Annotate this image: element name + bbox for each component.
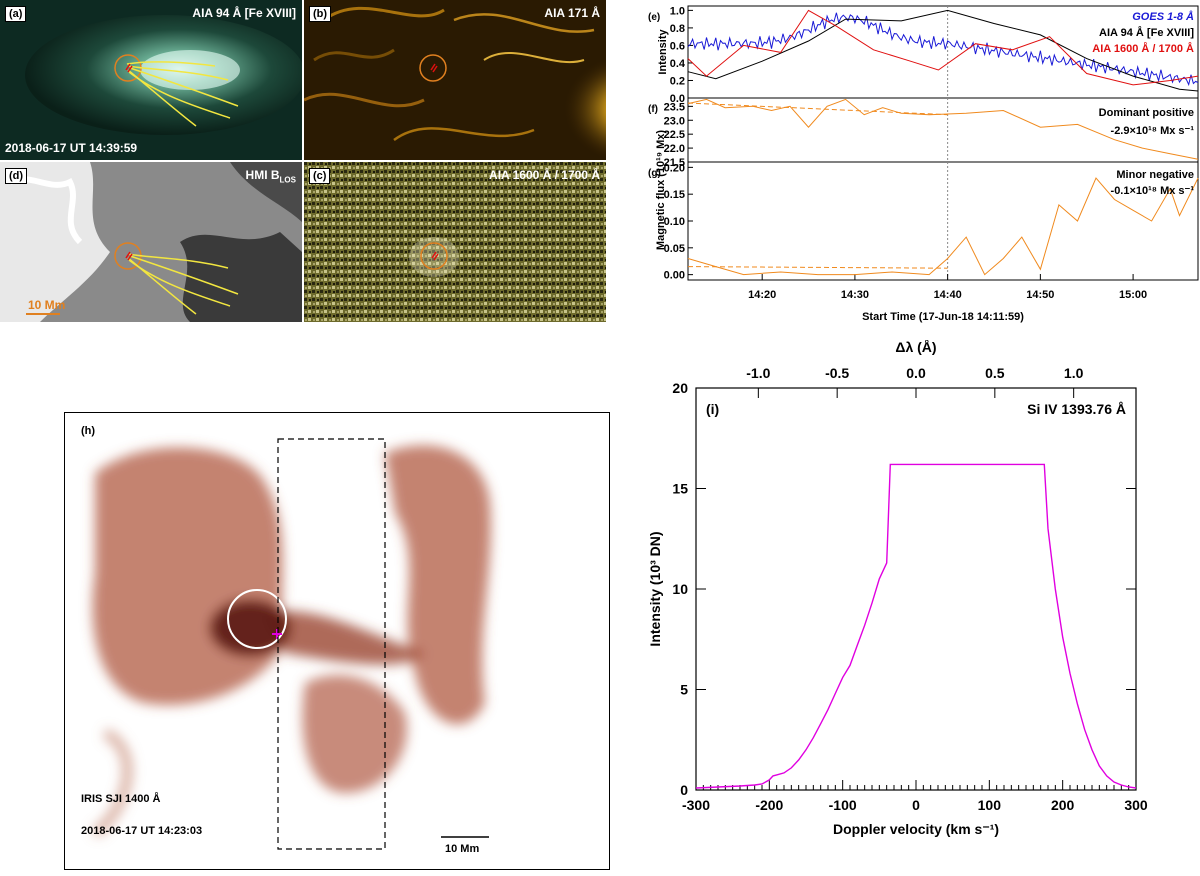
lc-ytick-g: 0.15 bbox=[664, 189, 685, 201]
spec-frame bbox=[695, 387, 1137, 791]
lc-legend-item: AIA 1600 Å / 1700 Å bbox=[1092, 42, 1194, 55]
lc-xtick: 14:20 bbox=[748, 289, 776, 301]
lc-legend-item: AIA 94 Å [Fe XVIII] bbox=[1099, 26, 1194, 39]
panel-d-scale: 10 Mm bbox=[28, 298, 66, 312]
panel-hmi: (d) HMI BLOS 10 Mm bbox=[0, 162, 302, 322]
aia-94-image bbox=[0, 0, 302, 160]
spec-xtick: 200 bbox=[1051, 797, 1075, 813]
spec-tag: (i) bbox=[706, 401, 719, 417]
lc-f-legend-rate: -2.9×10¹⁸ Mx s⁻¹ bbox=[1111, 125, 1195, 137]
panel-h-tag: (h) bbox=[81, 425, 96, 437]
lc-tag-e: (e) bbox=[648, 12, 660, 23]
spec-xtick: -200 bbox=[755, 797, 783, 813]
spec-xtick: -300 bbox=[682, 797, 710, 813]
lc-xtick: 14:50 bbox=[1026, 289, 1054, 301]
panel-h-timestamp: 2018-06-17 UT 14:23:03 bbox=[81, 825, 203, 837]
lc-ytick-e: 0.2 bbox=[670, 75, 685, 87]
lc-tag-f: (f) bbox=[648, 104, 658, 115]
panel-aia-1600: (c) AIA 1600 Å / 1700 Å bbox=[304, 162, 606, 322]
spec-xtick: -100 bbox=[829, 797, 857, 813]
iris-image bbox=[91, 438, 491, 850]
lc-positive-fit bbox=[687, 102, 948, 116]
spec-ylabel: Intensity (10³ DN) bbox=[647, 531, 663, 646]
spec-top-xtick: 0.0 bbox=[906, 365, 926, 381]
spec-top-xtick: 1.0 bbox=[1064, 365, 1084, 381]
spec-xlabel: Doppler velocity (km s⁻¹) bbox=[833, 821, 999, 837]
lc-negative-fit bbox=[687, 266, 948, 269]
spec-ytick: 5 bbox=[680, 682, 688, 698]
panel-a-timestamp: 2018-06-17 UT 14:39:59 bbox=[5, 141, 138, 155]
lc-ytick-f: 23.0 bbox=[664, 115, 685, 127]
lc-g-legend-title: Minor negative bbox=[1116, 169, 1194, 181]
panel-d-label: HMI BLOS bbox=[245, 168, 296, 185]
lc-ytick-e: 0.6 bbox=[670, 40, 685, 52]
lc-aia94-curve bbox=[687, 9, 1199, 92]
lc-ytick-g: 0.05 bbox=[664, 243, 685, 255]
lc-goes-curve bbox=[687, 12, 1199, 87]
lc-ytick-e: 1.0 bbox=[670, 5, 685, 17]
panel-c-tag: (c) bbox=[309, 168, 331, 184]
lc-ytick-f: 22.5 bbox=[664, 129, 685, 141]
spec-top-xtick: -1.0 bbox=[746, 365, 770, 381]
lc-ytick-f: 22.0 bbox=[664, 143, 685, 155]
spec-xtick: 100 bbox=[978, 797, 1002, 813]
lc-ytick-g: 0.00 bbox=[664, 270, 685, 282]
lc-ytick-f: 21.5 bbox=[664, 157, 685, 169]
spec-xtick: 300 bbox=[1124, 797, 1148, 813]
aia-1600-image bbox=[304, 162, 606, 322]
spec-xtick: 0 bbox=[912, 797, 920, 813]
lc-ylabel-intensity: Intensity bbox=[657, 29, 669, 75]
spec-ytick: 10 bbox=[672, 581, 688, 597]
lc-aia1600-curve bbox=[687, 9, 1199, 86]
lc-ytick-e: 0.8 bbox=[670, 23, 685, 35]
lc-legend-item: GOES 1-8 Å bbox=[1132, 10, 1194, 23]
lc-ytick-f: 23.5 bbox=[664, 101, 685, 113]
lc-positive-flux-curve bbox=[687, 98, 1199, 160]
lc-ytick-e: 0.0 bbox=[670, 93, 685, 105]
spec-title: Si IV 1393.76 Å bbox=[1027, 401, 1126, 417]
si-iv-profile-chart: -300 -200 -100 0 100 200 300 0 5 10 15 20 -1.0 -0.5 0.… bbox=[647, 340, 1148, 837]
panel-c-label: AIA 1600 Å / 1700 Å bbox=[489, 168, 600, 182]
lc-tag-g: (g) bbox=[648, 168, 661, 179]
lc-g-legend-rate: -0.1×10¹⁸ Mx s⁻¹ bbox=[1111, 185, 1195, 197]
aia-171-image bbox=[304, 0, 606, 160]
lc-ytick-g: 0.10 bbox=[664, 216, 685, 228]
lc-ytick-e: 0.4 bbox=[670, 58, 686, 70]
panel-aia-171: (b) AIA 171 Å bbox=[304, 0, 606, 160]
spec-top-xlabel: Δλ (Å) bbox=[895, 340, 936, 355]
panel-b-tag: (b) bbox=[309, 6, 332, 22]
spec-ytick: 15 bbox=[672, 481, 688, 497]
lc-xlabel: Start Time (17-Jun-18 14:11:59) bbox=[862, 311, 1024, 323]
spec-ytick: 20 bbox=[672, 380, 688, 396]
lc-xtick: 14:30 bbox=[841, 289, 869, 301]
spec-ytick: 0 bbox=[680, 782, 688, 798]
lc-ytick-g: 0.20 bbox=[664, 162, 685, 174]
panel-h-label: IRIS SJI 1400 Å bbox=[81, 793, 161, 805]
panel-h-scale: 10 Mm bbox=[445, 843, 480, 855]
panel-a-tag: (a) bbox=[5, 6, 27, 22]
panel-a-label: AIA 94 Å [Fe XVIII] bbox=[192, 6, 296, 20]
lc-f-legend-title: Dominant positive bbox=[1099, 107, 1194, 119]
panel-aia-94: (a) AIA 94 Å [Fe XVIII] 2018-06-17 UT 14… bbox=[0, 0, 302, 160]
lc-ylabel-flux: Magnetic flux (10¹⁹ Mx) bbox=[655, 130, 667, 250]
lc-negative-flux-curve bbox=[687, 177, 1199, 276]
lc-xtick: 15:00 bbox=[1119, 289, 1147, 301]
lc-xtick: 14:40 bbox=[934, 289, 962, 301]
spec-profile-line bbox=[695, 463, 1137, 789]
hmi-image bbox=[0, 162, 302, 322]
panel-iris: (h) IRIS SJI 1400 Å 2018-06-17 UT 14:23:… bbox=[64, 412, 610, 870]
panel-b-label: AIA 171 Å bbox=[544, 6, 600, 20]
light-curve-panels: (e) 0.0 0.2 0.4 0.6 0.8 1.0 (f) 21.5 22.0 22.5 23.0… bbox=[648, 5, 1199, 323]
spec-top-xtick: 0.5 bbox=[985, 365, 1005, 381]
panel-d-tag: (d) bbox=[5, 168, 28, 184]
spec-top-xtick: -0.5 bbox=[825, 365, 849, 381]
